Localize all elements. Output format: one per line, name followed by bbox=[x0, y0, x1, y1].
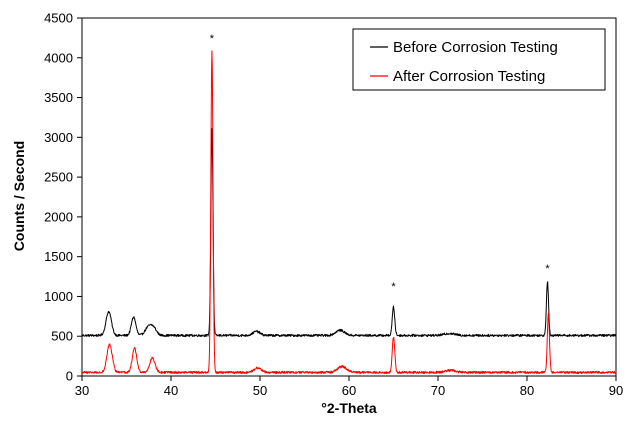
x-tick-label: 60 bbox=[342, 383, 356, 398]
y-tick-label: 1500 bbox=[44, 249, 73, 264]
series-layer bbox=[81, 50, 617, 375]
y-tick-label: 4500 bbox=[44, 11, 73, 26]
y-tick-label: 3500 bbox=[44, 90, 73, 105]
series-line-0 bbox=[81, 128, 617, 338]
legend-label-before: Before Corrosion Testing bbox=[393, 39, 558, 56]
y-tick-label: 3000 bbox=[44, 130, 73, 145]
peak-marker-asterisk: * bbox=[210, 33, 215, 45]
x-tick-label: 80 bbox=[520, 383, 534, 398]
x-tick-label: 90 bbox=[609, 383, 623, 398]
y-axis-title: Counts / Second bbox=[11, 141, 27, 251]
legend: Before Corrosion Testing After Corrosion… bbox=[352, 28, 606, 91]
legend-label-after: After Corrosion Testing bbox=[393, 68, 545, 85]
y-tick-label: 2500 bbox=[44, 170, 73, 185]
peak-marker-asterisk: * bbox=[545, 263, 550, 275]
x-tick-label: 50 bbox=[253, 383, 267, 398]
legend-box bbox=[352, 28, 606, 91]
y-tick-label: 1000 bbox=[44, 289, 73, 304]
y-tick-label: 2000 bbox=[44, 209, 73, 224]
x-tick-label: 70 bbox=[431, 383, 445, 398]
x-tick-label: 40 bbox=[164, 383, 178, 398]
annotation-layer: * * * bbox=[210, 33, 551, 293]
x-axis: 30 40 50 60 70 80 90 bbox=[75, 376, 623, 398]
x-tick-label: 30 bbox=[75, 383, 89, 398]
x-axis-title: °2-Theta bbox=[321, 400, 377, 416]
y-tick-label: 0 bbox=[66, 369, 73, 384]
peak-marker-asterisk: * bbox=[391, 281, 396, 293]
y-tick-label: 500 bbox=[51, 329, 73, 344]
y-axis: 0 500 1000 1500 2000 2500 3000 3500 4000 4500 bbox=[44, 11, 82, 384]
series-line-1 bbox=[81, 50, 617, 375]
y-tick-label: 4000 bbox=[44, 50, 73, 65]
